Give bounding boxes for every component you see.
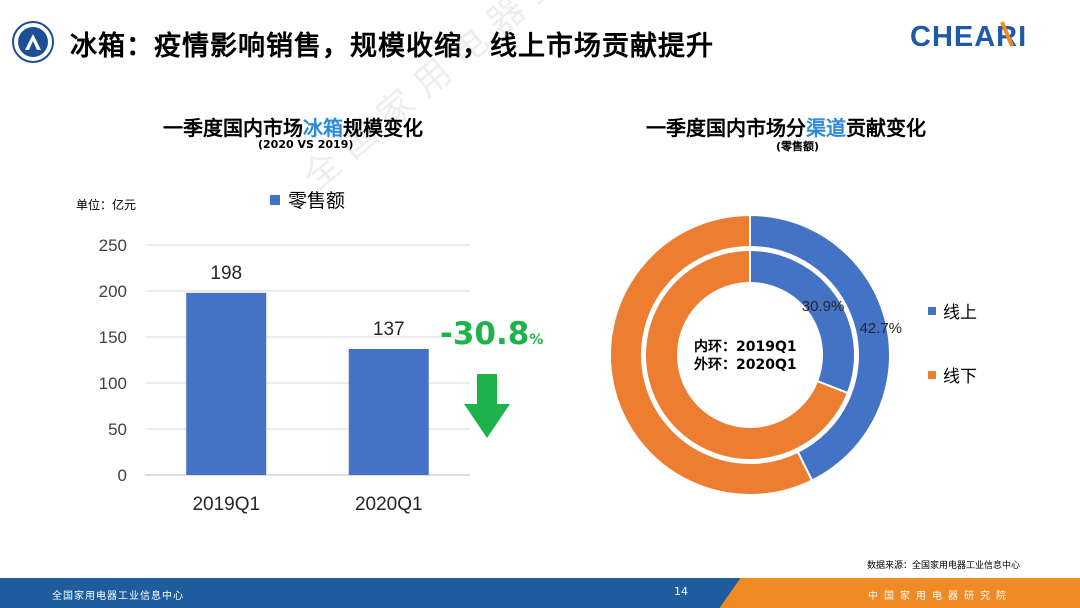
- y-tick-label: 200: [99, 282, 127, 301]
- bar-2020Q1: [348, 348, 429, 475]
- bar-legend-label: 零售额: [288, 190, 346, 212]
- logo-a-icon: [25, 34, 41, 50]
- footer-org-name: 全国家用电器工业信息中心: [52, 591, 184, 602]
- left-title-part1: 一季度国内市场: [163, 116, 303, 140]
- footer-right-band: [750, 578, 1080, 608]
- page-number: 14: [674, 585, 688, 598]
- y-tick-label: 0: [118, 466, 127, 485]
- center-note-outer: 外环：2020Q1: [694, 357, 797, 373]
- right-title-highlight: 渠道: [806, 116, 846, 140]
- footer-left-band: [0, 578, 760, 608]
- bar-data-label: 137: [373, 319, 405, 340]
- x-tick-label: 2020Q1: [355, 494, 423, 515]
- left-title-part2: 规模变化: [343, 116, 423, 140]
- down-arrow-icon: [464, 374, 510, 438]
- right-chart-subtitle: (零售额): [776, 140, 820, 153]
- decline-value: -30.8: [440, 316, 530, 352]
- bar-2019Q1: [186, 292, 267, 475]
- bar-data-label: 198: [210, 263, 242, 284]
- donut-center-note: 内环：2019Q1 外环：2020Q1: [694, 338, 797, 374]
- legend-offline-label: 线下: [943, 367, 977, 387]
- left-title-highlight: 冰箱: [303, 116, 343, 140]
- donut-slice-inner-线下: [644, 248, 850, 461]
- bar-legend: 零售额: [270, 186, 345, 213]
- legend-online-label: 线上: [943, 303, 977, 323]
- x-tick-label: 2019Q1: [192, 494, 260, 515]
- y-tick-label: 250: [99, 236, 127, 255]
- legend-swatch-online: [928, 306, 936, 315]
- right-chart-title: 一季度国内市场分渠道贡献变化: [646, 112, 926, 141]
- donut-slice-outer-线上: [749, 213, 891, 482]
- page-title: 冰箱：疫情影响销售，规模收缩，线上市场贡献提升: [70, 31, 714, 62]
- left-chart-subtitle: (2020 VS 2019): [258, 138, 354, 151]
- right-title-part2: 贡献变化: [846, 116, 926, 140]
- donut-data-label-outer: 42.7%: [859, 320, 902, 337]
- cheari-logo: CHEARI: [910, 21, 1026, 53]
- footer-bar: 全国家用电器工业信息中心 14 中国家用电器研究院: [0, 578, 1080, 608]
- decline-label: -30.8%: [440, 316, 543, 352]
- footer-institute-name: 中国家用电器研究院: [868, 591, 1012, 602]
- right-title-part1: 一季度国内市场分: [646, 116, 806, 140]
- donut-legend-offline: 线下: [928, 362, 977, 387]
- left-chart-title: 一季度国内市场冰箱规模变化: [163, 112, 423, 141]
- y-tick-label: 150: [99, 328, 127, 347]
- legend-swatch-blue: [270, 194, 280, 205]
- unit-label: 单位：亿元: [76, 198, 137, 212]
- data-source: 数据来源：全国家用电器工业信息中心: [866, 561, 1020, 571]
- legend-swatch-offline: [928, 370, 936, 379]
- decline-unit: %: [529, 332, 544, 348]
- donut-legend-online: 线上: [928, 298, 977, 323]
- brand-slash-icon: [1000, 21, 1014, 47]
- center-note-inner: 内环：2019Q1: [694, 339, 797, 355]
- y-tick-label: 100: [99, 374, 127, 393]
- institute-logo: [12, 21, 54, 63]
- donut-data-label-inner: 30.9%: [802, 298, 845, 315]
- donut-slice-outer-线下: [609, 213, 814, 496]
- y-tick-label: 50: [108, 420, 127, 439]
